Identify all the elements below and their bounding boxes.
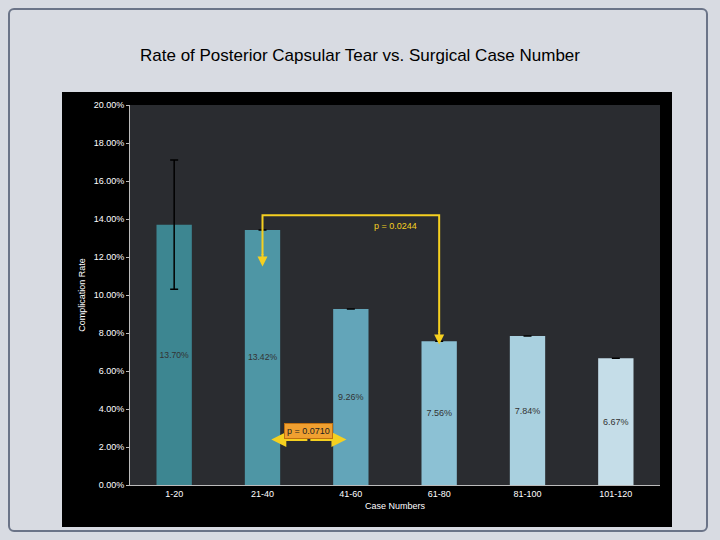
svg-text:7.56%: 7.56% xyxy=(426,408,452,418)
svg-text:p = 0.0710: p = 0.0710 xyxy=(287,426,330,436)
svg-text:14.00%: 14.00% xyxy=(94,214,125,224)
html-text:Rate of Posterior Capsular Tea: Rate of Posterior Capsular Tear vs. Surg… xyxy=(140,46,580,65)
svg-text:10.00%: 10.00% xyxy=(94,290,125,300)
svg-text:6.00%: 6.00% xyxy=(99,366,125,376)
svg-text:6.67%: 6.67% xyxy=(603,417,629,427)
svg-text:101-120: 101-120 xyxy=(599,489,632,499)
svg-text:13.70%: 13.70% xyxy=(160,350,190,360)
svg-text:Case Numbers: Case Numbers xyxy=(365,501,426,511)
svg-text:16.00%: 16.00% xyxy=(94,176,125,186)
svg-text:8.00%: 8.00% xyxy=(99,328,125,338)
svg-text:0.00%: 0.00% xyxy=(99,480,125,490)
svg-text:p = 0.0244: p = 0.0244 xyxy=(374,221,417,231)
svg-text:9.26%: 9.26% xyxy=(338,392,364,402)
svg-text:81-100: 81-100 xyxy=(513,489,541,499)
svg-text:13.42%: 13.42% xyxy=(248,352,278,362)
svg-text:61-80: 61-80 xyxy=(428,489,451,499)
svg-text:20.00%: 20.00% xyxy=(94,100,125,110)
svg-text:18.00%: 18.00% xyxy=(94,138,125,148)
svg-text:4.00%: 4.00% xyxy=(99,404,125,414)
svg-text:Complication Rate: Complication Rate xyxy=(77,258,87,332)
svg-text:21-40: 21-40 xyxy=(251,489,274,499)
svg-text:41-60: 41-60 xyxy=(339,489,362,499)
svg-text:7.84%: 7.84% xyxy=(515,406,541,416)
svg-text:1-20: 1-20 xyxy=(165,489,183,499)
svg-text:2.00%: 2.00% xyxy=(99,442,125,452)
svg-text:12.00%: 12.00% xyxy=(94,252,125,262)
